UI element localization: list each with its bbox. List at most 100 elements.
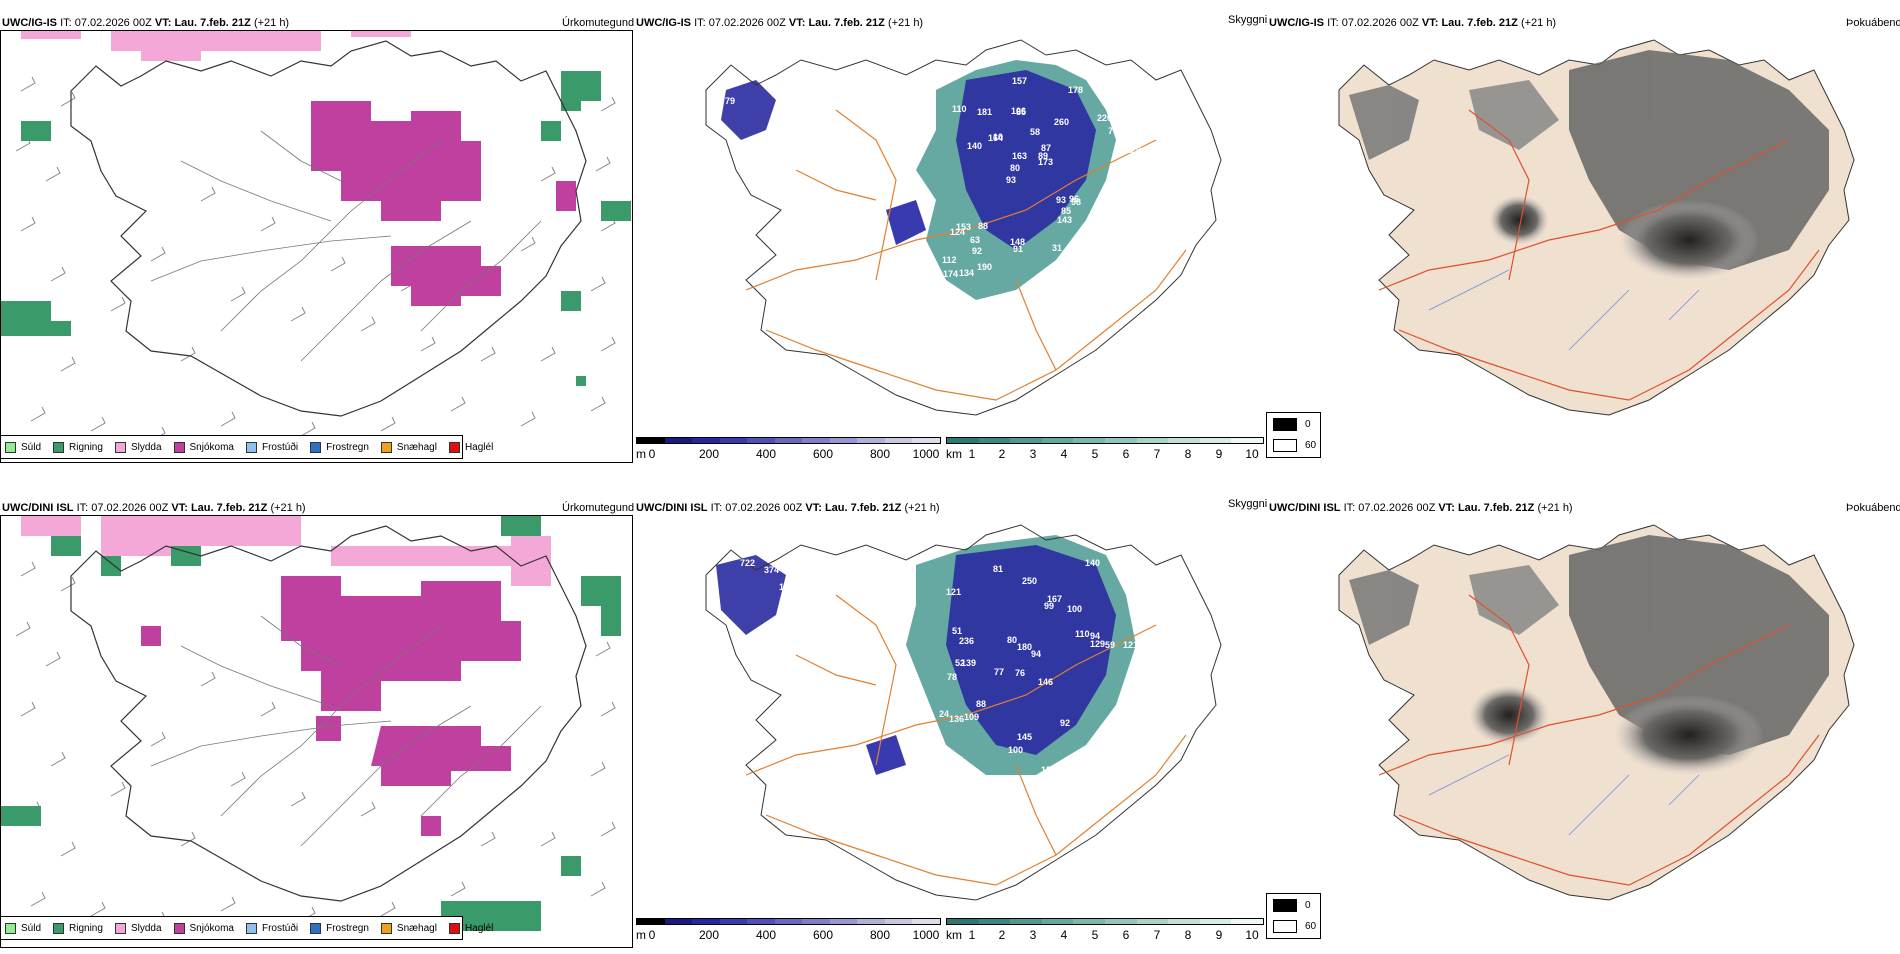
- cbar-m-strip: [636, 918, 941, 925]
- fog-swatch-light: [1273, 439, 1297, 452]
- vis-value-label: 236: [959, 636, 974, 646]
- rivers: [1428, 269, 1700, 351]
- vis-value-label: 100: [1067, 604, 1082, 614]
- vis-value-label: 193: [1124, 708, 1139, 718]
- cbar-m-unit: m: [636, 447, 646, 461]
- sleet-areas: [21, 31, 411, 61]
- vis-value-label: 59: [1105, 640, 1115, 650]
- legend-item: Súld: [5, 441, 41, 453]
- vis-value-label: 145: [1017, 732, 1032, 742]
- cbar-km-tick: 7: [1153, 928, 1161, 942]
- fog-shading: [1349, 535, 1829, 775]
- vis-value-label: 85: [1016, 107, 1026, 117]
- vis-value-label: 80: [1007, 635, 1017, 645]
- iceland-outline: [70, 40, 587, 417]
- cbar-m-1: m 0 200 400 600 800 1000: [636, 437, 946, 467]
- fog-map-1: [1269, 30, 1900, 430]
- fog-legend-2: 0 60: [1266, 893, 1321, 939]
- cbar-cell: [829, 438, 858, 443]
- cbar-km-unit: km: [946, 928, 962, 942]
- vt-value: Lau. 7.feb. 21Z: [174, 17, 251, 29]
- vis-value-label: 148: [1010, 237, 1025, 247]
- vis-value-label: 63: [970, 235, 980, 245]
- cbar-cell: [802, 919, 830, 924]
- swatch-snow: [173, 922, 185, 934]
- vis-value-label: 31: [1052, 243, 1062, 253]
- swatch-hail: [448, 441, 460, 453]
- cbar-km-tick: 6: [1122, 928, 1130, 942]
- swatch-hail: [448, 922, 460, 934]
- vis-value-label: 88: [976, 699, 986, 709]
- precip-title-2: Úrkomutegund: [562, 502, 635, 514]
- precip-header-1: UWC/IG-IS IT: 07.02.2026 00Z VT: Lau. 7.…: [2, 17, 289, 30]
- vis-value-label: 80: [1010, 163, 1020, 173]
- legend-item: Slydda: [114, 922, 162, 934]
- fog-legend-1: 0 60: [1266, 412, 1321, 458]
- vis-header-2: UWC/DINI ISL IT: 07.02.2026 00Z VT: Lau.…: [636, 502, 940, 514]
- cbar-cell: [978, 919, 1011, 924]
- vis-value-label: 129: [1126, 145, 1141, 155]
- cbar-m-tick: 0: [648, 928, 656, 942]
- cbar-m-tick: 200: [698, 928, 720, 942]
- vis-value-label: 374: [764, 565, 779, 575]
- fog-legend-row: 0: [1273, 899, 1311, 912]
- precip-title-1: Úrkomutegund: [562, 17, 635, 29]
- cbar-km-tick: 10: [1245, 928, 1259, 942]
- vis-value-label: 140: [1085, 558, 1100, 568]
- vis-value-label: 89: [1038, 151, 1048, 161]
- vis-value-label: 180: [1017, 642, 1032, 652]
- vis-value-label: 121: [946, 587, 961, 597]
- swatch-drizzle: [5, 441, 16, 453]
- cbar-m-tick: 1000: [912, 447, 940, 461]
- precip-legend-2: Súld Rigning Slydda Snjókoma Frostúði Fr…: [0, 916, 493, 940]
- vis-value-label: 157: [1012, 76, 1027, 86]
- rivers-roads: [150, 130, 542, 362]
- vis-value-label: 78: [947, 672, 957, 682]
- cbar-cell: [1010, 919, 1042, 924]
- swatch-drizzle: [5, 922, 16, 934]
- vis-value-label: 110: [1114, 559, 1129, 569]
- vis-value-label: 10: [993, 132, 1003, 142]
- cbar-cell: [719, 919, 748, 924]
- cbar-km-tick: 8: [1184, 447, 1192, 461]
- cbar-km-tick: 1: [968, 928, 976, 942]
- vis-value-label: 164: [988, 133, 1003, 143]
- cbar-cell: [1231, 438, 1263, 443]
- it-label: IT:: [60, 17, 72, 29]
- vis-value-label: 187: [1103, 241, 1118, 251]
- cbar-km-tick: 8: [1184, 928, 1192, 942]
- vis-value-label: 85: [1061, 206, 1071, 216]
- cbar-km-strip: [946, 437, 1264, 444]
- model-name: UWC/IG-IS: [2, 17, 57, 29]
- cbar-cell: [1136, 919, 1169, 924]
- legend-item: Slydda: [114, 441, 162, 453]
- vis-value-label: 79: [725, 96, 735, 106]
- vis-value-label: 94: [1090, 631, 1100, 641]
- cbar-cell: [747, 919, 775, 924]
- swatch-freezing-drizzle: [245, 441, 257, 453]
- fog-header-1: UWC/IG-IS IT: 07.02.2026 00Z VT: Lau. 7.…: [1269, 17, 1557, 29]
- cbar-cell: [947, 919, 979, 924]
- vis-value-label: 94: [1031, 649, 1041, 659]
- cbar-m-strip: [636, 437, 941, 444]
- vis-value-label: 129: [1090, 639, 1105, 649]
- vis-value-label: 174: [943, 269, 958, 279]
- iceland-outline: [705, 39, 1222, 416]
- vis-value-label: 95: [953, 755, 963, 765]
- legend-item: Haglél: [448, 922, 493, 934]
- cbar-km-tick: 3: [1029, 928, 1037, 942]
- vis-value-label: 157: [1041, 765, 1056, 775]
- vis-value-label: 143: [1057, 215, 1072, 225]
- vis-value-label: 134: [959, 268, 974, 278]
- cbar-cell: [747, 438, 775, 443]
- cbar-cell: [884, 438, 913, 443]
- legend-item: Rigning: [53, 441, 103, 453]
- vis-value-label: 91: [1013, 244, 1023, 254]
- cbar-m-tick: 1000: [912, 928, 940, 942]
- vis-map-2: 722 374 110 76 146 139 121 100 78 99 94 95 81 77 157 13…: [636, 515, 1266, 915]
- cbar-km-tick: 5: [1091, 447, 1099, 461]
- legend-item: Haglél: [448, 441, 493, 453]
- cbar-m-unit: m: [636, 928, 646, 942]
- cbar-km-tick: 10: [1245, 447, 1259, 461]
- vis-value-label: 140: [967, 141, 982, 151]
